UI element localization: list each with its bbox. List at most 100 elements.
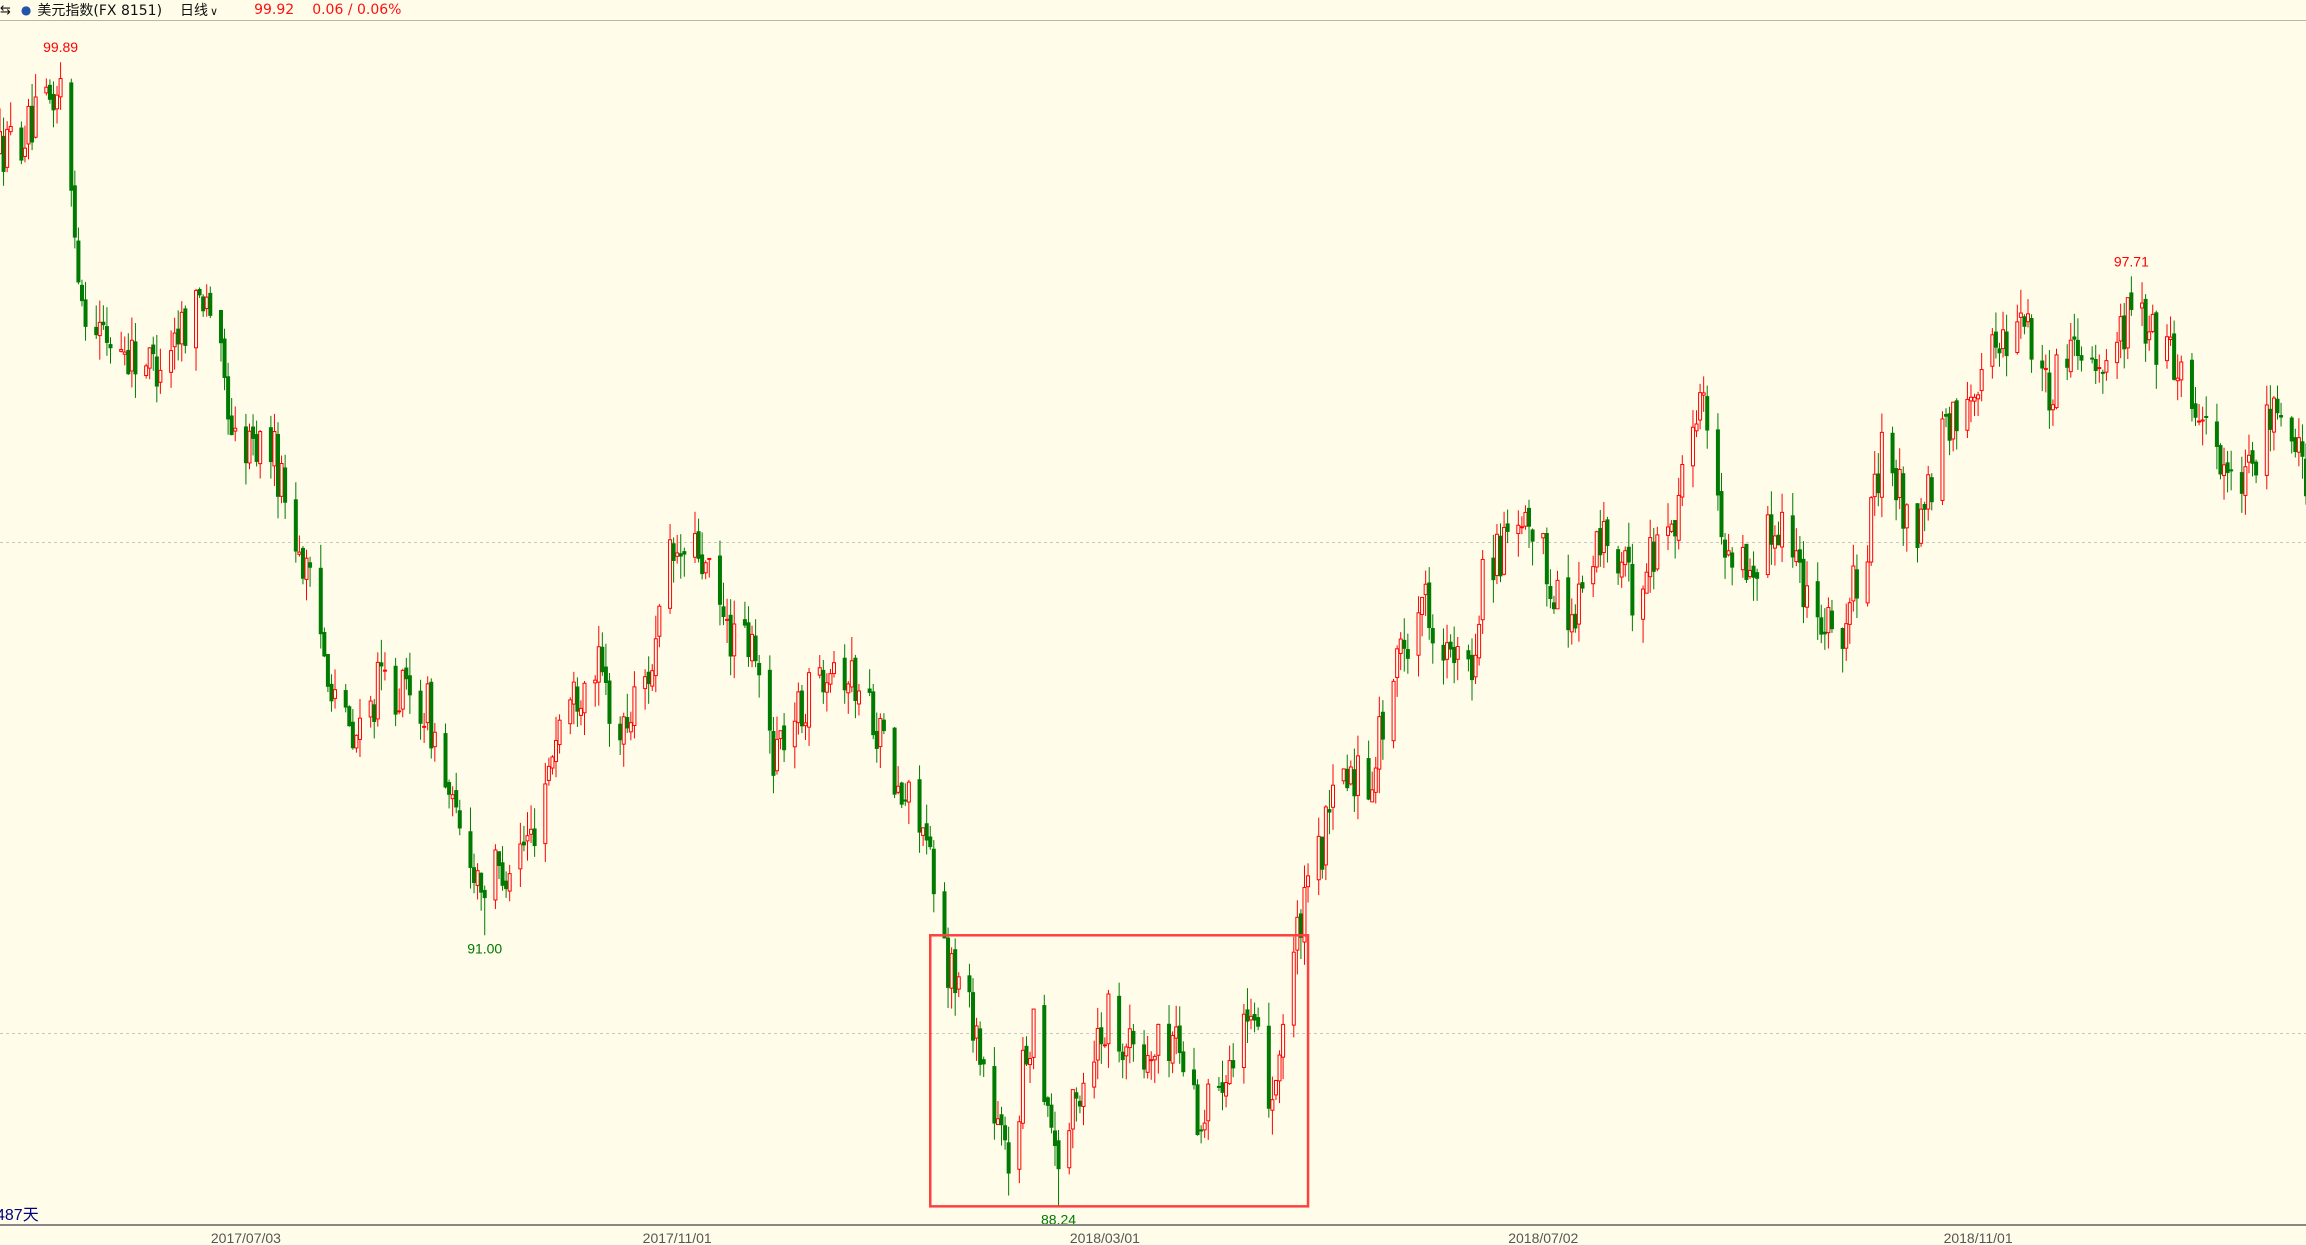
- up-candle: [546, 757, 551, 786]
- candle-body: [19, 127, 24, 161]
- candle-body: [1715, 429, 1720, 496]
- candle-body: [1805, 585, 1810, 608]
- down-candle: [1366, 740, 1371, 801]
- down-candle: [575, 677, 580, 727]
- down-candle: [603, 643, 608, 696]
- candle-body: [953, 949, 958, 994]
- chevron-down-icon: ∨: [210, 5, 219, 18]
- down-candle: [867, 669, 872, 697]
- up-candle: [1249, 998, 1254, 1030]
- candle-body: [2140, 302, 2145, 309]
- down-candle: [208, 286, 213, 319]
- candle-body: [1819, 617, 1824, 635]
- down-candle: [151, 336, 156, 371]
- candle-body: [2072, 336, 2077, 340]
- candle-body: [1028, 1057, 1033, 1066]
- up-candle: [1124, 1043, 1129, 1080]
- down-candle: [1705, 385, 1710, 449]
- candle-body: [832, 662, 837, 675]
- candle-body: [1676, 494, 1681, 541]
- candle-body: [871, 691, 876, 736]
- period-selector[interactable]: 日线 ∨: [180, 0, 228, 20]
- high-price-label: 99.89: [43, 39, 78, 55]
- up-candle: [158, 348, 163, 394]
- candle-body: [1723, 539, 1728, 558]
- candle-body: [1854, 569, 1859, 599]
- candle-body: [1790, 515, 1795, 558]
- candle-body: [621, 716, 626, 745]
- candle-body: [828, 673, 833, 685]
- candle-body: [1651, 541, 1656, 572]
- up-candle: [949, 947, 954, 1009]
- down-candle: [1052, 1111, 1057, 1166]
- candle-body: [1844, 623, 1849, 649]
- up-candle: [297, 535, 302, 557]
- price-gridlines: [0, 541, 2306, 1034]
- candle-body: [1102, 1044, 1107, 1047]
- up-candle: [2054, 348, 2059, 410]
- up-candle: [1765, 505, 1770, 578]
- candle-body: [104, 326, 109, 343]
- last-price: 99.92: [254, 2, 295, 18]
- candle-body: [308, 562, 313, 568]
- down-candle: [407, 652, 412, 714]
- down-candle: [2040, 344, 2045, 392]
- up-candle: [1355, 735, 1360, 820]
- up-candle: [1619, 552, 1624, 588]
- candle-body: [1726, 550, 1731, 556]
- up-candle: [422, 712, 427, 743]
- candle-body: [1448, 641, 1453, 650]
- candle-body: [22, 147, 27, 157]
- candle-body: [1099, 1027, 1104, 1045]
- candle-body: [824, 682, 829, 693]
- down-candle: [1220, 1060, 1225, 1111]
- up-candle: [1455, 637, 1460, 681]
- down-candle: [2293, 428, 2298, 458]
- candle-body: [967, 975, 972, 993]
- candle-body: [1666, 526, 1671, 536]
- candle-body: [1216, 1085, 1221, 1088]
- candle-body: [1341, 768, 1346, 782]
- collapse-arrows-icon[interactable]: ⇆: [0, 2, 11, 18]
- up-candle: [1302, 865, 1307, 965]
- candle-body: [172, 332, 177, 348]
- up-candle: [1348, 760, 1353, 786]
- down-candle: [2065, 344, 2070, 381]
- candle-body: [750, 633, 755, 662]
- candle-body: [1277, 1054, 1282, 1082]
- down-candle: [1548, 569, 1553, 609]
- candle-body: [1117, 995, 1122, 1052]
- candle-body: [1473, 654, 1478, 678]
- down-candle: [1191, 1047, 1196, 1090]
- low-price-label: 88.24: [1041, 1211, 1076, 1227]
- candle-body: [1826, 606, 1831, 634]
- up-candle: [33, 74, 38, 139]
- candle-body: [382, 669, 387, 672]
- candle-body: [525, 835, 530, 842]
- candle-body: [571, 681, 576, 705]
- instrument-title: 美元指数(FX 8151): [37, 3, 163, 19]
- down-candle: [1673, 519, 1678, 559]
- candle-body: [1377, 716, 1382, 770]
- up-candle: [856, 683, 861, 716]
- candle-body: [1070, 1089, 1075, 1130]
- candle-body: [896, 785, 901, 793]
- candle-body: [2225, 462, 2230, 474]
- candle-body: [846, 683, 851, 694]
- candle-body: [675, 552, 680, 557]
- up-candle: [974, 1017, 979, 1061]
- down-candle: [47, 79, 52, 104]
- candle-body: [1366, 758, 1371, 800]
- down-candle: [1195, 1079, 1200, 1136]
- up-candle: [1081, 1072, 1086, 1126]
- down-candle: [393, 657, 398, 727]
- candle-body: [931, 848, 936, 895]
- candle-body: [1245, 1009, 1250, 1022]
- candle-body: [1302, 887, 1307, 943]
- candle-body: [1295, 916, 1300, 951]
- up-candle: [956, 972, 961, 998]
- candle-body: [493, 849, 498, 901]
- down-candle: [757, 654, 762, 698]
- down-candle: [1117, 982, 1122, 1063]
